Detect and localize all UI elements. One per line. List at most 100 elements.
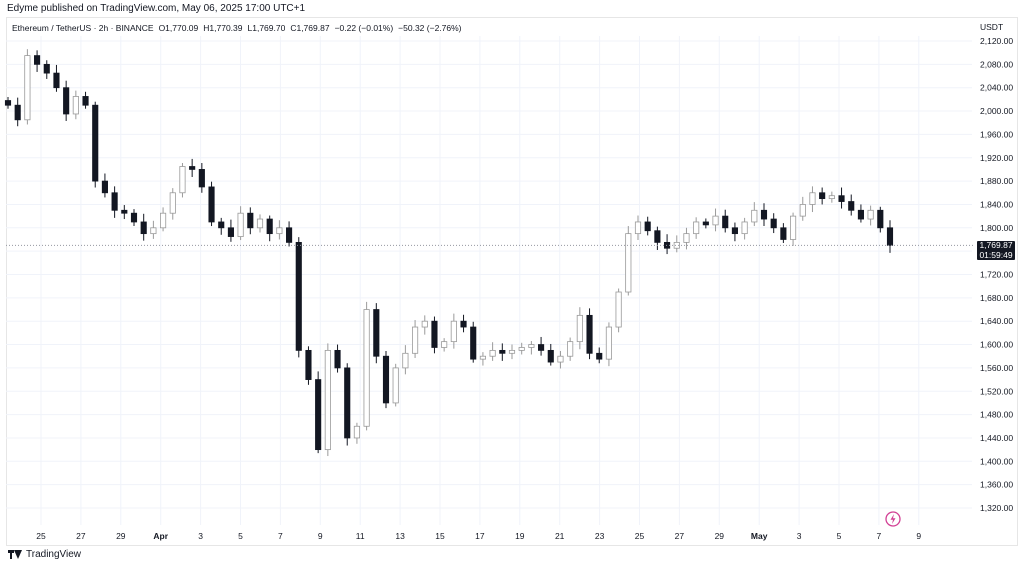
- last-price-value: 1,769.87: [979, 240, 1013, 250]
- candle-body: [799, 204, 806, 217]
- candle-body: [576, 314, 583, 343]
- x-tick-label: 21: [555, 531, 565, 541]
- candle-body: [731, 227, 738, 235]
- candle-body: [741, 221, 748, 235]
- x-tick-label: 3: [797, 531, 802, 541]
- publisher-line: Edyme published on TradingView.com, May …: [7, 3, 306, 14]
- candle-body: [198, 169, 205, 188]
- candle-body: [596, 352, 603, 360]
- y-tick-label: 1,360.00: [980, 480, 1013, 490]
- currency-label: USDT: [980, 22, 1003, 32]
- x-tick-label: 29: [116, 531, 126, 541]
- candle-body: [92, 104, 99, 182]
- candle-body: [528, 344, 535, 348]
- symbol-legend: Ethereum / TetherUS · 2h · BINANCE O1,77…: [12, 23, 462, 33]
- lightning-icon[interactable]: [885, 511, 901, 527]
- y-tick-label: 2,040.00: [980, 83, 1013, 93]
- x-tick-label: 17: [475, 531, 485, 541]
- candle-body: [315, 379, 322, 451]
- candle-body: [247, 212, 254, 229]
- candle-body: [130, 212, 138, 223]
- x-tick-label: 9: [318, 531, 323, 541]
- y-tick-label: 1,480.00: [980, 410, 1013, 420]
- candle-body: [305, 349, 312, 380]
- candle-body: [499, 349, 506, 354]
- x-tick-label: 7: [278, 531, 283, 541]
- x-tick-label: May: [751, 531, 768, 541]
- symbol-name[interactable]: Ethereum / TetherUS · 2h · BINANCE: [12, 23, 154, 33]
- candle-body: [518, 347, 525, 351]
- candle-body: [567, 341, 574, 357]
- tradingview-footer[interactable]: TradingView: [8, 549, 81, 560]
- y-tick-label: 1,520.00: [980, 386, 1013, 396]
- x-tick-label: 27: [76, 531, 86, 541]
- candle-body: [770, 218, 777, 229]
- bar-countdown: 01:59:49: [979, 249, 1013, 260]
- y-tick-label: 1,840.00: [980, 199, 1013, 209]
- ohlc-change-week: −50.32 (−2.76%): [398, 23, 462, 33]
- ohlc-low: L1,769.70: [247, 23, 286, 33]
- candle-body: [286, 227, 293, 243]
- x-tick-label: 25: [36, 531, 46, 541]
- y-tick-label: 1,600.00: [980, 340, 1013, 350]
- x-tick-label: 9: [916, 531, 921, 541]
- candle-body: [334, 349, 341, 369]
- candle-body: [140, 221, 147, 235]
- candle-body: [412, 326, 419, 354]
- candle-body: [363, 309, 370, 427]
- candle-body: [344, 367, 351, 439]
- x-tick-label: 15: [435, 531, 445, 541]
- candle-body: [353, 425, 360, 439]
- x-tick-label: 23: [595, 531, 605, 541]
- candle-body: [237, 212, 244, 237]
- x-tick-label: 5: [238, 531, 243, 541]
- candle-body: [586, 314, 593, 354]
- candle-body: [702, 221, 709, 226]
- last-price-label: 1,769.87 01:59:49: [977, 240, 1015, 260]
- x-tick-label: 5: [837, 531, 842, 541]
- y-tick-label: 1,320.00: [980, 503, 1013, 513]
- candle-body: [421, 320, 428, 328]
- candle-body: [72, 96, 79, 115]
- candle-body: [508, 349, 516, 354]
- y-tick-label: 1,720.00: [980, 270, 1013, 280]
- candle-body: [538, 344, 545, 351]
- candle-body: [664, 241, 671, 249]
- candle-body: [111, 192, 118, 211]
- x-tick-label: 19: [515, 531, 525, 541]
- candle-body: [615, 291, 622, 328]
- candle-body: [208, 186, 215, 223]
- candle-body: [101, 180, 108, 194]
- x-tick-label: 11: [356, 531, 365, 541]
- candle-body: [14, 104, 21, 121]
- candle-body: [450, 320, 457, 343]
- candle-body: [673, 241, 680, 249]
- candle-body: [693, 221, 700, 235]
- candle-body: [867, 209, 874, 220]
- candle-body: [189, 166, 196, 170]
- y-tick-label: 1,920.00: [980, 153, 1013, 163]
- y-tick-label: 1,800.00: [980, 223, 1013, 233]
- y-tick-label: 1,880.00: [980, 176, 1013, 186]
- candle-body: [857, 209, 864, 220]
- candle-body: [877, 209, 884, 229]
- candle-body: [547, 349, 554, 363]
- candle-body: [373, 309, 380, 357]
- x-tick-label: 29: [715, 531, 725, 541]
- candle-body: [402, 352, 409, 369]
- candle-body: [828, 195, 835, 200]
- candle-body: [886, 227, 894, 246]
- candle-body: [470, 326, 477, 360]
- candle-body: [256, 218, 264, 229]
- candle-body: [654, 230, 661, 243]
- candle-body: [276, 227, 283, 235]
- candle-body: [605, 326, 612, 360]
- x-tick-label: 27: [675, 531, 685, 541]
- x-tick-label: 7: [877, 531, 882, 541]
- y-tick-label: 1,960.00: [980, 129, 1013, 139]
- candle-body: [295, 241, 302, 351]
- candle-body: [441, 341, 448, 348]
- candle-body: [150, 227, 157, 235]
- candle-body: [382, 355, 390, 404]
